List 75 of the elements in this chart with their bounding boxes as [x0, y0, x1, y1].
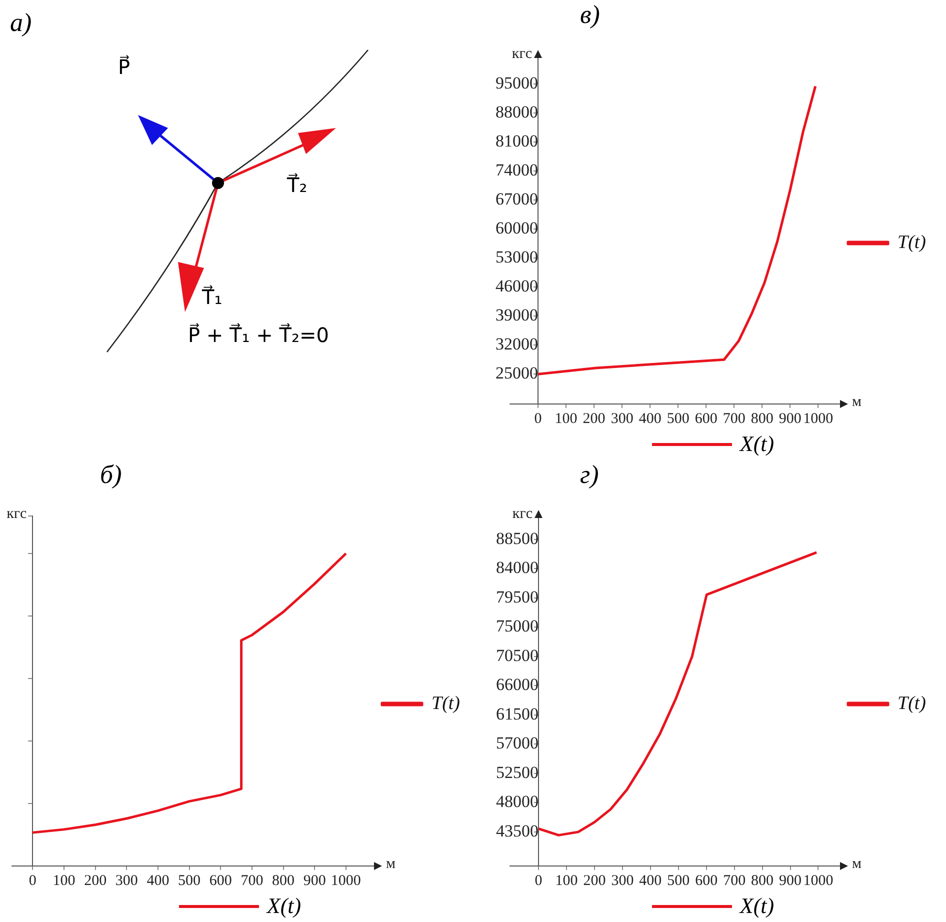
x-axis-title: м — [386, 856, 396, 872]
x-tick-label: 0 — [534, 872, 542, 889]
x-tick-label: 900 — [779, 872, 802, 889]
text: P⃗ + T⃗₁ + T⃗₂=0 — [188, 323, 329, 347]
y-tick-label: 32000 — [496, 334, 538, 354]
x-tick-label: 800 — [751, 872, 774, 889]
x-axis-title: м — [852, 394, 862, 410]
x-tick-label: 0 — [28, 872, 36, 889]
y-tick-label: 60000 — [496, 218, 538, 238]
y-tick-label: 75000 — [496, 616, 539, 636]
x-tick-label: 700 — [723, 872, 746, 889]
chart-title: б) — [99, 460, 123, 491]
x-tick-label: 300 — [610, 410, 634, 427]
y-tick-label: 88500 — [496, 528, 539, 548]
x-tick-label: 400 — [639, 872, 662, 889]
text: P⃗ — [118, 55, 130, 79]
y-axis-title: кгс — [6, 506, 28, 522]
y-tick-label: 53000 — [496, 248, 538, 267]
x-tick-label: 1000 — [330, 872, 361, 889]
y-tick-label: 39000 — [496, 306, 538, 325]
y-tick-label: 48000 — [496, 792, 539, 812]
x-tick-label: 700 — [240, 872, 264, 889]
chart-title: г) — [579, 460, 600, 491]
x-tick-label: 200 — [582, 410, 606, 427]
x-tick-label: 600 — [694, 410, 718, 427]
y-tick-label: 46000 — [496, 276, 538, 296]
y-tick-label: 84000 — [496, 558, 539, 578]
text: T⃗₁ — [202, 285, 222, 309]
x-tick-label: 300 — [115, 872, 138, 889]
x-tick-label: 100 — [554, 410, 578, 427]
x-tick-label: 500 — [667, 872, 690, 889]
x-tick-label: 900 — [303, 872, 326, 889]
text: X(t) — [266, 893, 302, 919]
x-tick-label: 400 — [146, 872, 170, 889]
y-tick-label: 74000 — [496, 160, 538, 180]
x-tick-label: 1000 — [803, 872, 834, 889]
y-tick-label: 79500 — [496, 587, 539, 606]
y-tick-label: 67000 — [496, 190, 538, 209]
text: X(t) — [740, 893, 774, 919]
y-tick-label: 25000 — [496, 364, 538, 383]
text: T⃗₂ — [287, 173, 308, 197]
x-tick-label: 200 — [583, 872, 606, 889]
x-tick-label: 400 — [638, 410, 662, 427]
y-tick-label: 66000 — [496, 675, 539, 694]
x-tick-label: 0 — [534, 410, 542, 427]
x-tick-label: 600 — [209, 872, 232, 889]
x-tick-label: 800 — [272, 872, 295, 889]
x-tick-label: 100 — [555, 872, 578, 889]
y-tick-label: 95000 — [496, 74, 538, 93]
x-axis-title: м — [852, 856, 862, 872]
x-tick-label: 200 — [84, 872, 107, 889]
x-tick-label: 900 — [778, 410, 802, 427]
x-tick-label: 300 — [611, 872, 634, 889]
x-tick-label: 700 — [722, 410, 746, 427]
legend-label: T(t) — [432, 693, 460, 714]
y-axis-title: кгс — [512, 506, 533, 522]
x-tick-label: 100 — [52, 872, 76, 889]
legend-label: T(t) — [898, 232, 926, 253]
y-tick-label: 61500 — [496, 704, 539, 724]
y-tick-label: 57000 — [496, 734, 539, 753]
x-tick-label: 500 — [178, 872, 201, 889]
legend-label: T(t) — [898, 693, 926, 714]
y-tick-label: 43500 — [496, 821, 539, 840]
y-tick-label: 88000 — [496, 102, 538, 122]
x-tick-label: 600 — [695, 872, 718, 889]
chart-title: в) — [579, 0, 601, 31]
x-tick-label: 800 — [750, 410, 774, 427]
y-tick-label: 81000 — [496, 132, 538, 151]
text: X(t) — [740, 431, 774, 457]
x-tick-label: 1000 — [803, 410, 834, 427]
text: а) — [10, 8, 32, 38]
y-axis-title: кгс — [512, 46, 532, 62]
y-tick-label: 52500 — [496, 762, 539, 782]
y-tick-label: 70500 — [496, 646, 539, 665]
x-tick-label: 500 — [666, 410, 690, 427]
